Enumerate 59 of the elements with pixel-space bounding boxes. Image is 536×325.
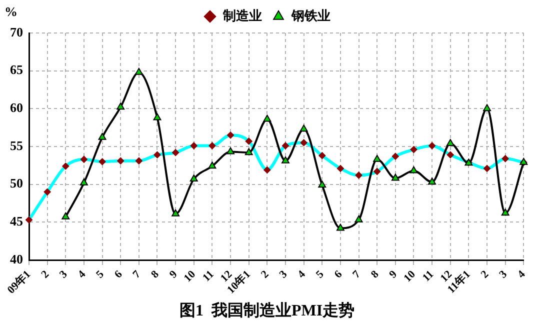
x-tick-label: 4 xyxy=(515,268,528,281)
x-tick-label: 3 xyxy=(57,268,70,281)
point xyxy=(410,166,418,174)
legend-label: 制造业 xyxy=(222,8,262,23)
point xyxy=(62,212,70,220)
x-tick-label: 9 xyxy=(167,268,180,281)
point xyxy=(153,113,162,120)
point xyxy=(373,154,382,162)
x-tick-label: 2 xyxy=(258,268,272,281)
text: 图1 我国制造业PMI走势 xyxy=(179,302,355,320)
x-tick-label: 8 xyxy=(368,268,382,281)
legend-label: 钢铁业 xyxy=(290,8,330,23)
x-tick-label: 11 xyxy=(200,268,216,284)
x-tick-label: 2 xyxy=(39,268,52,281)
y-tick-label: 55 xyxy=(10,138,24,153)
x-tick-label: 6 xyxy=(332,268,345,281)
x-tick-label: 9 xyxy=(387,268,400,281)
point xyxy=(446,138,454,146)
point xyxy=(428,178,436,185)
point xyxy=(318,180,326,188)
y-axis-title: % xyxy=(4,4,18,19)
x-tick-label: 5 xyxy=(314,268,327,281)
y-tick-label: 40 xyxy=(10,251,23,266)
point xyxy=(226,147,234,154)
point xyxy=(190,174,198,182)
x-tick-label: 10 xyxy=(182,268,198,285)
point xyxy=(354,215,363,222)
point xyxy=(263,114,272,122)
x-tick-label: 6 xyxy=(112,268,126,281)
point xyxy=(501,208,510,216)
point xyxy=(172,209,180,216)
y-tick-label: 50 xyxy=(10,176,23,191)
x-tick-label: 3 xyxy=(277,268,290,281)
y-tick-label: 65 xyxy=(10,62,24,78)
point xyxy=(282,156,290,164)
x-tick-label: 3 xyxy=(497,268,510,281)
point xyxy=(116,102,125,110)
point xyxy=(134,68,143,75)
y-tick-label: 45 xyxy=(10,214,24,229)
x-tick-label: 10 xyxy=(402,268,418,285)
point xyxy=(300,124,308,132)
x-tick-label: 09年1 xyxy=(4,268,34,296)
point xyxy=(336,224,344,231)
point xyxy=(80,178,88,186)
point xyxy=(391,174,400,181)
x-tick-label: 4 xyxy=(76,268,88,281)
y-tick-label: 70 xyxy=(10,24,23,40)
x-tick-label: 7 xyxy=(130,268,144,281)
x-tick-label: 5 xyxy=(94,268,107,281)
x-tick-label: 2 xyxy=(478,268,492,281)
x-tick-label: 8 xyxy=(149,268,162,281)
x-tick-label: 11 xyxy=(420,268,436,284)
point xyxy=(244,148,253,156)
point xyxy=(98,132,106,140)
point xyxy=(483,104,491,112)
x-tick-label: 4 xyxy=(296,268,308,281)
point xyxy=(208,162,216,169)
y-tick-label: 60 xyxy=(10,100,23,116)
x-tick-label: 7 xyxy=(350,268,364,281)
